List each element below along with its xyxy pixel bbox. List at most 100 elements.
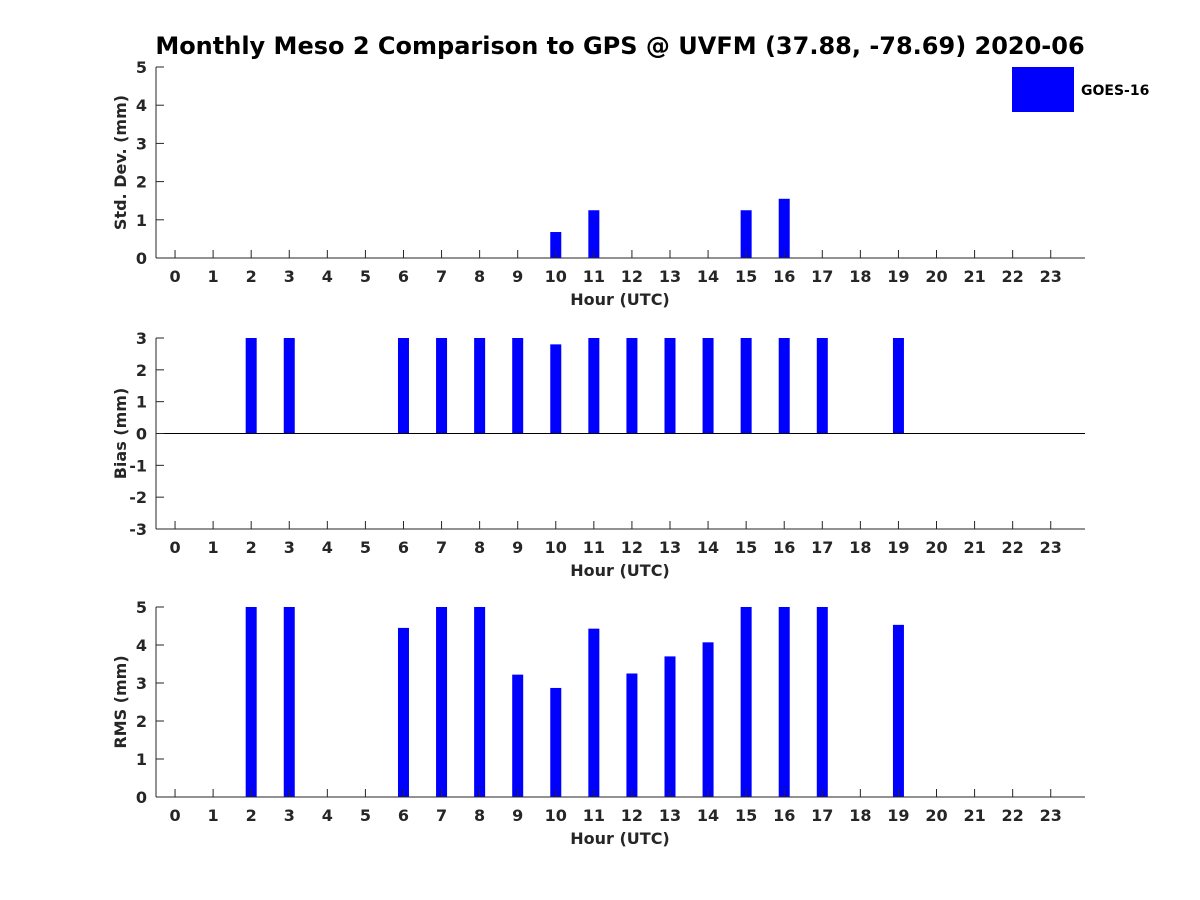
x-tick-label: 21 [963,267,985,286]
bar-hour-13 [664,656,676,797]
y-tick-label: 0 [136,249,147,268]
x-axis-label: Hour (UTC) [570,829,670,848]
x-tick-label: 16 [773,806,795,825]
bar-hour-9 [512,338,524,434]
x-tick-label: 4 [322,267,333,286]
x-tick-label: 11 [583,538,605,557]
x-tick-label: 22 [1002,538,1024,557]
x-tick-label: 2 [246,538,257,557]
bar-hour-3 [283,607,295,797]
y-axis-label: Bias (mm) [111,388,130,480]
y-tick-label: 2 [136,361,147,380]
x-tick-label: 23 [1040,538,1062,557]
x-tick-label: 10 [545,806,567,825]
bar-hour-19 [892,338,904,434]
x-tick-label: 19 [887,538,909,557]
bar-hour-16 [778,338,790,434]
x-tick-label: 12 [621,806,643,825]
x-tick-label: 8 [474,267,485,286]
x-tick-label: 10 [545,267,567,286]
x-tick-label: 9 [512,806,523,825]
x-tick-label: 9 [512,538,523,557]
x-tick-label: 14 [697,267,719,286]
bar-hour-11 [588,628,600,797]
x-tick-label: 2 [246,806,257,825]
x-tick-label: 3 [284,538,295,557]
x-axis-label: Hour (UTC) [570,290,670,309]
x-tick-label: 16 [773,538,795,557]
x-tick-label: 19 [887,267,909,286]
x-tick-label: 18 [849,267,871,286]
x-tick-label: 15 [735,538,757,557]
bar-hour-14 [702,642,714,797]
x-tick-label: 23 [1040,267,1062,286]
x-tick-label: 5 [360,538,371,557]
x-tick-label: 7 [436,267,447,286]
x-tick-label: 19 [887,806,909,825]
bar-hour-2 [245,338,257,434]
bar-hour-16 [778,198,790,258]
x-tick-label: 11 [583,806,605,825]
bar-hour-12 [626,673,638,797]
legend-label: GOES-16 [1081,83,1149,99]
x-tick-label: 22 [1002,806,1024,825]
x-tick-label: 17 [811,267,833,286]
x-tick-label: 1 [208,538,219,557]
x-tick-label: 10 [545,538,567,557]
x-tick-label: 1 [208,267,219,286]
bar-hour-19 [892,624,904,797]
bar-hour-7 [436,338,448,434]
x-tick-label: 0 [169,806,180,825]
x-tick-label: 3 [284,806,295,825]
x-tick-label: 4 [322,806,333,825]
x-tick-label: 2 [246,267,257,286]
x-tick-label: 5 [360,806,371,825]
x-tick-label: 23 [1040,806,1062,825]
x-tick-label: 14 [697,538,719,557]
x-tick-label: 18 [849,538,871,557]
x-tick-label: 20 [925,806,947,825]
y-tick-label: 5 [136,58,147,77]
x-tick-label: 17 [811,806,833,825]
y-tick-label: 4 [136,636,147,655]
y-tick-label: 2 [136,173,147,192]
x-tick-label: 6 [398,267,409,286]
x-tick-label: 12 [621,538,643,557]
x-tick-label: 13 [659,267,681,286]
x-tick-label: 17 [811,538,833,557]
x-tick-label: 16 [773,267,795,286]
x-tick-label: 9 [512,267,523,286]
bar-hour-10 [550,344,562,434]
x-tick-label: 20 [925,267,947,286]
bar-hour-11 [588,210,600,258]
bar-hour-10 [550,232,562,258]
x-tick-label: 18 [849,806,871,825]
x-tick-label: 15 [735,267,757,286]
y-tick-label: 5 [136,598,147,617]
x-tick-label: 4 [322,538,333,557]
y-axis-label: Std. Dev. (mm) [111,95,130,230]
x-tick-label: 8 [474,806,485,825]
y-tick-label: -1 [129,456,147,475]
x-tick-label: 22 [1002,267,1024,286]
y-tick-label: -3 [129,520,147,539]
legend-swatch [1012,67,1074,112]
x-axis-label: Hour (UTC) [570,561,670,580]
x-tick-label: 7 [436,538,447,557]
bar-hour-15 [740,607,752,797]
y-tick-label: 3 [136,134,147,153]
bar-hour-8 [474,607,486,797]
y-axis-label: RMS (mm) [111,655,130,748]
bar-hour-6 [397,627,409,797]
x-tick-label: 0 [169,538,180,557]
x-tick-label: 6 [398,806,409,825]
y-tick-label: 0 [136,425,147,444]
bar-hour-13 [664,338,676,434]
x-tick-label: 20 [925,538,947,557]
x-tick-label: 15 [735,806,757,825]
y-tick-label: 3 [136,674,147,693]
